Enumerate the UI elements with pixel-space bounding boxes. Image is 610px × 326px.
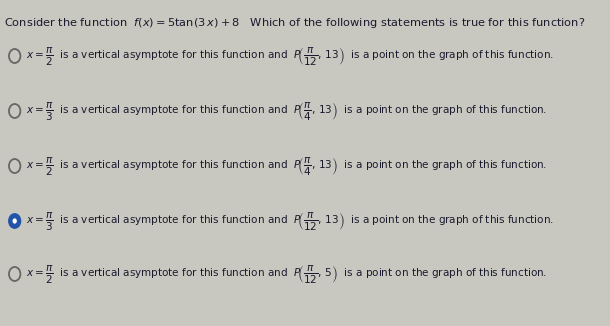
Circle shape: [9, 159, 20, 173]
Text: $x = \dfrac{\pi}{2}$  is a vertical asymptote for this function and  $P\!\left(\: $x = \dfrac{\pi}{2}$ is a vertical asymp…: [26, 45, 554, 67]
Circle shape: [9, 104, 20, 118]
Text: $x = \dfrac{\pi}{2}$  is a vertical asymptote for this function and  $P\!\left(\: $x = \dfrac{\pi}{2}$ is a vertical asymp…: [26, 263, 547, 285]
Text: Consider the function  $f(x) = 5\tan(3\,x) + 8$   Which of the following stateme: Consider the function $f(x) = 5\tan(3\,x…: [4, 16, 586, 30]
Text: $x = \dfrac{\pi}{3}$  is a vertical asymptote for this function and  $P\!\left(\: $x = \dfrac{\pi}{3}$ is a vertical asymp…: [26, 210, 554, 232]
Circle shape: [9, 267, 20, 281]
Text: $x = \dfrac{\pi}{3}$  is a vertical asymptote for this function and  $P\!\left(\: $x = \dfrac{\pi}{3}$ is a vertical asymp…: [26, 100, 547, 122]
Circle shape: [13, 218, 17, 224]
Circle shape: [9, 214, 20, 228]
Text: $x = \dfrac{\pi}{2}$  is a vertical asymptote for this function and  $P\!\left(\: $x = \dfrac{\pi}{2}$ is a vertical asymp…: [26, 155, 547, 177]
Circle shape: [9, 49, 20, 63]
